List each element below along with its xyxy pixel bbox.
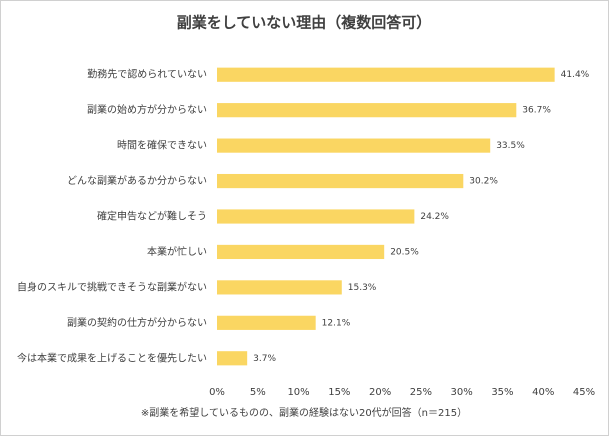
annotation: ※副業を希望しているものの、副業の経験はない20代が回答（n＝215） (141, 406, 467, 419)
value-label: 3.7% (253, 354, 276, 364)
y-tick-label: 勤務先で認められていない (87, 68, 207, 81)
y-tick-label: 副業の始め方が分からない (87, 103, 207, 116)
chart-title: 副業をしていない理由（複数回答可） (177, 14, 432, 32)
x-tick-label: 10% (287, 387, 309, 398)
x-tick-label: 35% (491, 387, 513, 398)
y-tick-label: 副業の契約の仕方が分からない (67, 316, 207, 329)
value-label: 12.1% (322, 318, 351, 328)
bar (217, 67, 555, 82)
value-label: 20.5% (390, 247, 419, 257)
y-tick-label: 本業が忙しい (147, 245, 207, 258)
x-tick-label: 0% (209, 387, 225, 398)
bar (217, 138, 491, 153)
x-tick-label: 5% (250, 387, 266, 398)
bar (217, 103, 517, 118)
x-tick-label: 40% (532, 387, 554, 398)
value-label: 30.2% (469, 177, 498, 187)
value-label: 41.4% (561, 70, 590, 80)
value-label: 15.3% (348, 283, 377, 293)
y-tick-label: 確定申告などが難しそう (97, 210, 207, 223)
x-tick-label: 15% (328, 387, 350, 398)
x-tick-label: 45% (573, 387, 595, 398)
bar (217, 351, 248, 366)
y-tick-label: 時間を確保できない (117, 139, 207, 152)
x-tick-label: 30% (451, 387, 473, 398)
value-label: 36.7% (522, 106, 551, 116)
bar (217, 209, 415, 224)
bar (217, 244, 385, 260)
y-tick-label: 自身のスキルで挑戦できそうな副業がない (17, 280, 207, 293)
y-tick-label: 今は本業で成果を上げることを優先したい (17, 351, 207, 364)
bar (217, 315, 316, 330)
x-tick-label: 20% (369, 387, 391, 398)
y-tick-label: どんな副業があるか分からない (67, 174, 207, 187)
x-tick-label: 25% (410, 387, 432, 398)
value-label: 24.2% (420, 212, 449, 222)
bar (217, 173, 464, 189)
value-label: 33.5% (496, 141, 525, 151)
bar (217, 280, 342, 295)
